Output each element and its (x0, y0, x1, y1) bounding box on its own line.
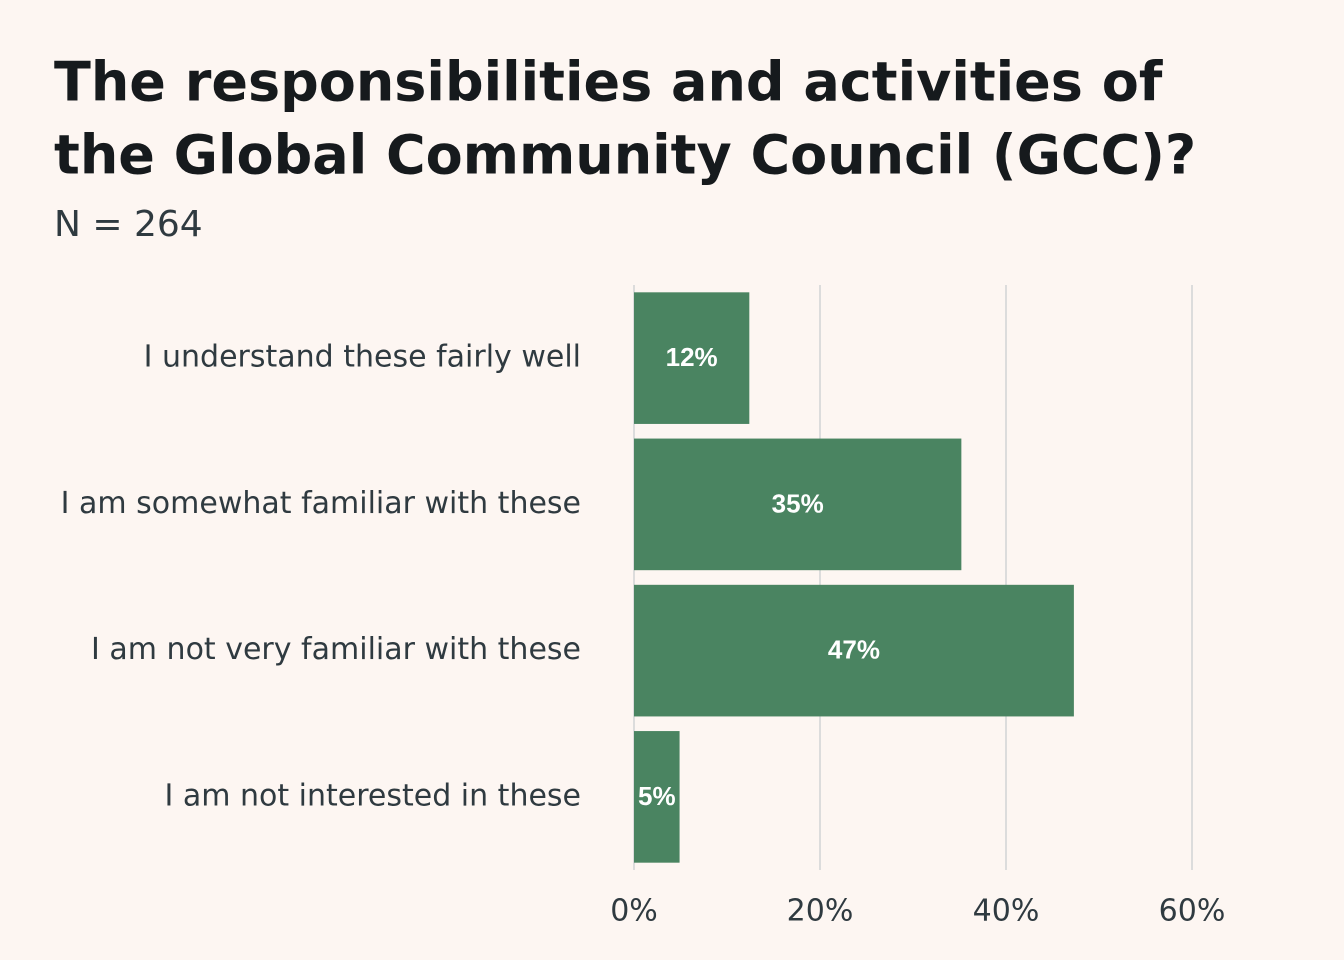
chart-title: the Global Community Council (GCC)? (54, 124, 1196, 187)
value-label: 5% (638, 781, 676, 811)
x-tick-label: 60% (1159, 894, 1226, 929)
bar (634, 584, 1074, 717)
chart-subtitle: N = 264 (54, 204, 203, 245)
value-label: 47% (828, 635, 880, 665)
x-tick-label: 20% (787, 894, 854, 929)
x-tick-label: 0% (610, 894, 658, 929)
y-tick-label: I am not very familiar with these (91, 632, 581, 667)
y-tick-label: I understand these fairly well (144, 340, 581, 375)
y-tick-label: I am somewhat familiar with these (61, 486, 581, 521)
value-label: 35% (772, 488, 824, 518)
chart-title: The responsibilities and activities of (54, 51, 1163, 114)
value-label: 12% (666, 342, 718, 372)
bar (634, 438, 962, 571)
bar (634, 292, 750, 424)
x-tick-label: 40% (973, 894, 1040, 929)
bar (634, 731, 680, 863)
y-tick-label: I am not interested in these (164, 778, 581, 813)
